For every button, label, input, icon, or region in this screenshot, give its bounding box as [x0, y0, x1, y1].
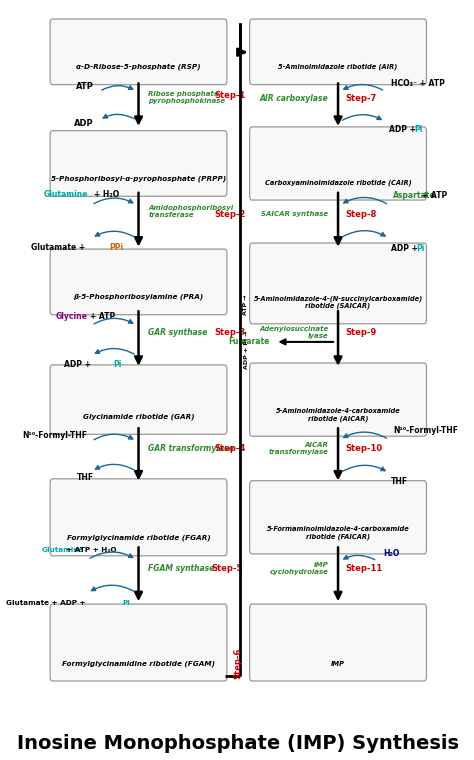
Text: THF: THF — [391, 477, 408, 486]
Text: FGAM synthase: FGAM synthase — [148, 564, 215, 573]
Text: ADP +: ADP + — [391, 244, 420, 253]
Text: Glycinamide ribotide (GAR): Glycinamide ribotide (GAR) — [82, 413, 194, 420]
Text: AICAR
transformylase: AICAR transformylase — [268, 442, 328, 455]
Text: IMP
cyclohydrolase: IMP cyclohydrolase — [269, 562, 328, 575]
Text: Step-4: Step-4 — [215, 444, 246, 453]
FancyBboxPatch shape — [250, 19, 427, 84]
Text: Step-6: Step-6 — [234, 648, 243, 679]
Text: + ATP + H₂O: + ATP + H₂O — [66, 546, 117, 553]
Text: + ATP: + ATP — [90, 312, 115, 321]
Text: Step-10: Step-10 — [346, 444, 383, 453]
Text: Step-3: Step-3 — [215, 328, 246, 337]
Text: THF: THF — [76, 473, 93, 482]
Text: Adenylosuccinate
lyase: Adenylosuccinate lyase — [259, 326, 328, 340]
FancyBboxPatch shape — [50, 249, 227, 315]
Text: α-D-Ribose-5-phosphate (RSP): α-D-Ribose-5-phosphate (RSP) — [76, 64, 201, 71]
Text: GAR transformylase: GAR transformylase — [148, 444, 234, 453]
Text: PPi: PPi — [109, 243, 124, 252]
FancyBboxPatch shape — [250, 243, 427, 324]
Text: + ATP: + ATP — [422, 191, 447, 200]
Text: ADP + Pi →: ADP + Pi → — [244, 331, 248, 369]
Text: Aspartate: Aspartate — [393, 191, 436, 200]
Text: ADP +: ADP + — [64, 360, 93, 369]
Text: HCO₃⁻ + ATP: HCO₃⁻ + ATP — [391, 79, 445, 88]
Text: Pi: Pi — [414, 125, 423, 134]
FancyBboxPatch shape — [250, 127, 427, 200]
Text: Pi: Pi — [123, 600, 130, 606]
Text: Glycine: Glycine — [56, 312, 88, 321]
Text: Amidophosphoribosyl
transferase: Amidophosphoribosyl transferase — [148, 204, 233, 217]
Text: N¹⁰-Formyl-THF: N¹⁰-Formyl-THF — [393, 426, 458, 435]
Text: Step-11: Step-11 — [346, 564, 383, 573]
Text: Fumarate: Fumarate — [228, 337, 270, 347]
Text: + H₂O: + H₂O — [94, 190, 120, 199]
Text: AIR carboxylase: AIR carboxylase — [260, 94, 328, 103]
Text: Formylglycinamidine ribotide (FGAM): Formylglycinamidine ribotide (FGAM) — [62, 660, 215, 667]
Text: H₂O: H₂O — [383, 549, 400, 558]
FancyBboxPatch shape — [250, 481, 427, 554]
FancyBboxPatch shape — [50, 365, 227, 434]
Text: Pi: Pi — [114, 360, 122, 369]
FancyBboxPatch shape — [50, 19, 227, 84]
Text: ADP: ADP — [74, 119, 93, 128]
Text: ATP: ATP — [76, 82, 93, 91]
Text: ADP +: ADP + — [389, 125, 419, 134]
Text: N¹⁰-Formyl-THF: N¹⁰-Formyl-THF — [23, 431, 88, 439]
Text: 5-Aminoimidazole-4-carboxamide
ribotide (AICAR): 5-Aminoimidazole-4-carboxamide ribotide … — [276, 408, 401, 422]
Text: Pi: Pi — [416, 244, 425, 253]
FancyBboxPatch shape — [250, 363, 427, 436]
Text: Carboxyaminoimidazole ribotide (CAIR): Carboxyaminoimidazole ribotide (CAIR) — [265, 179, 411, 185]
FancyBboxPatch shape — [50, 131, 227, 196]
Text: 5-Phosphoribosyl-α-pyrophosphate (PRPP): 5-Phosphoribosyl-α-pyrophosphate (PRPP) — [51, 176, 226, 182]
Text: Glutamate +: Glutamate + — [31, 243, 88, 252]
Text: Step-9: Step-9 — [346, 328, 377, 337]
Text: 5-Aminoimidazole ribotide (AIR): 5-Aminoimidazole ribotide (AIR) — [278, 64, 398, 71]
FancyBboxPatch shape — [50, 604, 227, 681]
Text: Step-5: Step-5 — [211, 564, 242, 573]
Text: Ribose phosphate
pyrophosphokinase: Ribose phosphate pyrophosphokinase — [148, 91, 226, 104]
Text: 5-Formaminoimidazole-4-carboxamide
ribotide (FAICAR): 5-Formaminoimidazole-4-carboxamide ribot… — [267, 526, 410, 540]
Text: β-5-Phosphoribosylamine (PRA): β-5-Phosphoribosylamine (PRA) — [73, 294, 204, 300]
Text: Inosine Monophosphate (IMP) Synthesis: Inosine Monophosphate (IMP) Synthesis — [17, 734, 459, 753]
Text: SAICAR synthase: SAICAR synthase — [261, 211, 328, 217]
Text: Glutamine: Glutamine — [41, 546, 84, 553]
Text: Step-7: Step-7 — [346, 94, 377, 103]
Text: ATP →: ATP → — [243, 294, 248, 315]
Text: Formylglycinamide ribotide (FGAR): Formylglycinamide ribotide (FGAR) — [67, 535, 210, 541]
Text: Step-1: Step-1 — [215, 91, 246, 100]
Text: Step-8: Step-8 — [346, 210, 377, 219]
Text: GAR synthase: GAR synthase — [148, 328, 208, 337]
Text: Glutamine: Glutamine — [43, 190, 88, 199]
Text: 5-Aminoimidazole-4-(N-succinylcarboxamide)
ribotide (SAICAR): 5-Aminoimidazole-4-(N-succinylcarboxamid… — [254, 296, 423, 309]
FancyBboxPatch shape — [250, 604, 427, 681]
Text: Step-2: Step-2 — [215, 210, 246, 219]
Text: Glutamate + ADP +: Glutamate + ADP + — [6, 600, 88, 606]
Text: IMP: IMP — [331, 660, 345, 667]
FancyBboxPatch shape — [50, 479, 227, 556]
